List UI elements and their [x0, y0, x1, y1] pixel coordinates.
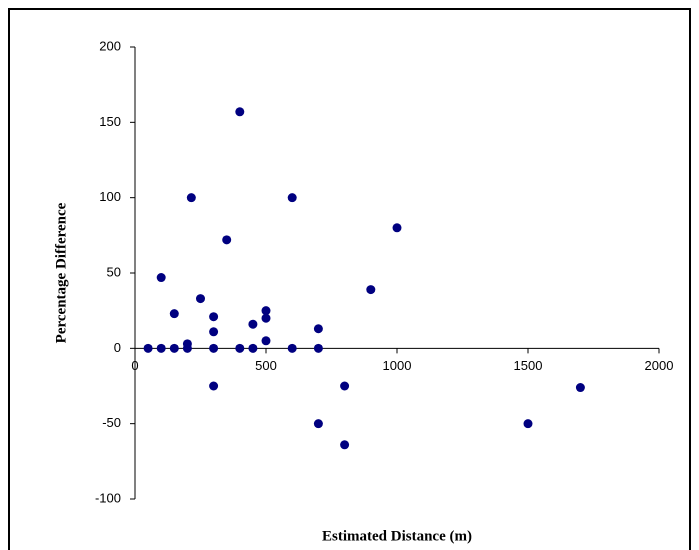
- point: [261, 336, 271, 346]
- point: [313, 324, 323, 334]
- point: [248, 319, 258, 329]
- y-tick-label: -50: [102, 415, 121, 430]
- y-tick-label: 50: [107, 264, 121, 279]
- point: [186, 193, 196, 203]
- y-tick-label: -100: [95, 490, 121, 505]
- chart-frame: [8, 8, 691, 550]
- point: [313, 419, 323, 429]
- x-tick-label: 1500: [514, 358, 543, 373]
- x-tick-label: 500: [255, 358, 277, 373]
- point: [287, 343, 297, 353]
- x-tick-label: 1000: [383, 358, 412, 373]
- point: [366, 285, 376, 295]
- point: [287, 193, 297, 203]
- point: [222, 235, 232, 245]
- point: [340, 381, 350, 391]
- y-tick-label: 0: [114, 340, 121, 355]
- point: [143, 343, 153, 353]
- point: [169, 343, 179, 353]
- point: [169, 309, 179, 319]
- point: [209, 327, 219, 337]
- x-tick-label: 2000: [645, 358, 674, 373]
- x-axis-title: Estimated Distance (m): [322, 528, 472, 544]
- point: [182, 343, 192, 353]
- point: [248, 343, 258, 353]
- y-axis-title: Percentage Difference: [53, 202, 69, 343]
- point: [156, 343, 166, 353]
- point: [261, 306, 271, 316]
- point: [392, 223, 402, 233]
- point: [209, 343, 219, 353]
- point: [313, 343, 323, 353]
- point: [235, 107, 245, 117]
- y-tick-label: 150: [99, 114, 121, 129]
- point: [523, 419, 533, 429]
- x-tick-label: 0: [131, 358, 138, 373]
- point: [196, 294, 205, 304]
- point: [209, 381, 219, 391]
- point: [209, 312, 219, 322]
- y-tick-label: 100: [99, 189, 121, 204]
- point: [156, 273, 166, 283]
- point: [261, 313, 271, 323]
- point: [575, 383, 585, 393]
- point: [235, 343, 245, 353]
- point: [340, 440, 350, 450]
- y-tick-label: 200: [99, 38, 121, 53]
